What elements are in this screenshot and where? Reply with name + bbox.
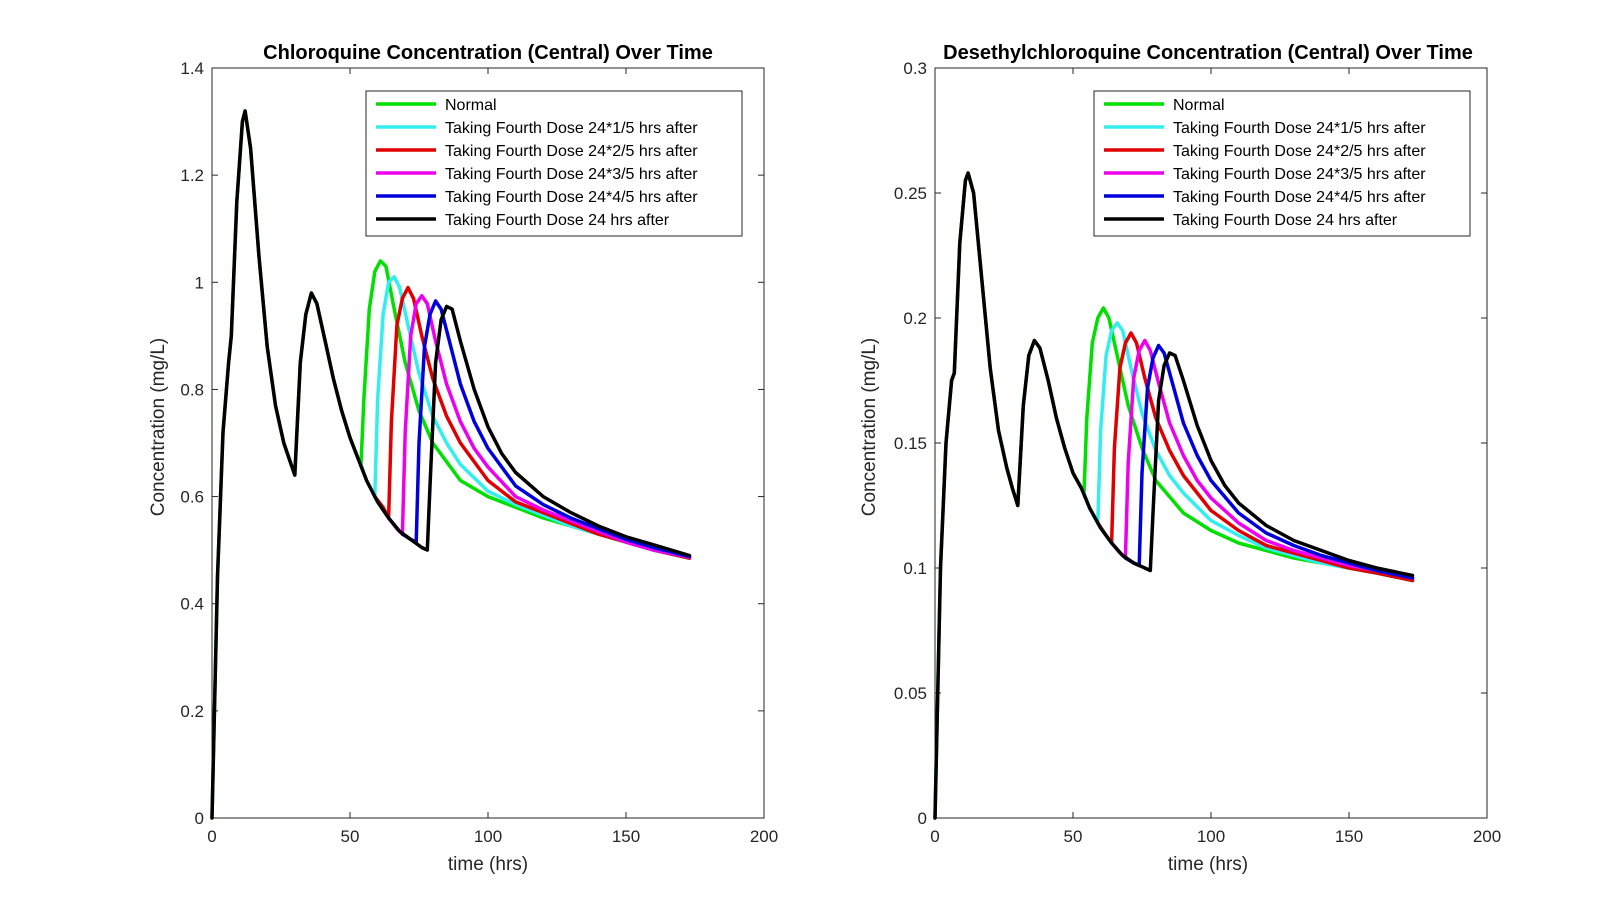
x-tick-label: 150 [1335, 827, 1363, 846]
series-line [1082, 321, 1415, 583]
y-tick-label: 1.2 [180, 166, 204, 185]
y-tick-label: 0.4 [180, 595, 204, 614]
y-tick-label: 0.15 [894, 434, 927, 453]
series-line [933, 171, 1415, 820]
y-axis-label: Concentration (mg/L) [148, 338, 169, 516]
y-tick-label: 0 [195, 809, 204, 828]
legend-entry: Taking Fourth Dose 24 hrs after [445, 212, 670, 229]
y-tick-label: 0.3 [903, 59, 927, 78]
legend-box [365, 90, 743, 237]
chart-title: Desethylchloroquine Concentration (Centr… [943, 42, 1473, 64]
x-tick-label: 100 [1197, 827, 1225, 846]
legend-entry: Taking Fourth Dose 24*3/5 hrs after [445, 166, 698, 183]
x-tick-label: 0 [207, 827, 216, 846]
legend-entry: Taking Fourth Dose 24*3/5 hrs after [1173, 166, 1426, 183]
series-line [359, 275, 692, 560]
x-axis-label: time (hrs) [448, 854, 528, 875]
series-line [400, 299, 692, 559]
series-line [1109, 338, 1415, 580]
legend: Normal Taking Fourth Dose 24*1/5 hrs afte… [1093, 90, 1471, 237]
y-tick-label: 0.2 [903, 309, 927, 328]
x-axis-label: time (hrs) [1168, 854, 1248, 875]
y-tick-label: 0 [918, 809, 927, 828]
series-line [1123, 343, 1415, 580]
series-line [1096, 331, 1415, 583]
series-line [210, 109, 692, 820]
x-tick-label: 100 [474, 827, 502, 846]
chart-right: Desethylchloroquine Concentration (Centr… [859, 42, 1501, 875]
series-line [933, 171, 1415, 820]
y-tick-label: 0.1 [903, 559, 927, 578]
x-tick-label: 50 [1064, 827, 1083, 846]
legend-entry: Taking Fourth Dose 24*2/5 hrs after [445, 143, 698, 160]
series-line [373, 285, 692, 560]
y-tick-label: 0.6 [180, 488, 204, 507]
y-tick-label: 1 [195, 273, 204, 292]
x-tick-label: 50 [341, 827, 360, 846]
y-axis-label: Concentration (mg/L) [859, 338, 880, 516]
y-tick-label: 0.8 [180, 380, 204, 399]
legend-entry: Taking Fourth Dose 24*4/5 hrs after [445, 189, 698, 206]
x-tick-label: 0 [930, 827, 939, 846]
legend-box [1093, 90, 1471, 237]
y-tick-label: 0.2 [180, 702, 204, 721]
chart-left: Chloroquine Concentration (Central) Over… [148, 42, 778, 875]
x-tick-label: 200 [1473, 827, 1501, 846]
series-line [386, 293, 692, 559]
chart-title: Chloroquine Concentration (Central) Over… [263, 42, 713, 64]
legend-entry: Normal [445, 97, 497, 114]
x-tick-label: 150 [612, 827, 640, 846]
legend: Normal Taking Fourth Dose 24*1/5 hrs afte… [365, 90, 743, 237]
y-tick-label: 0.05 [894, 684, 927, 703]
legend-entry: Taking Fourth Dose 24*1/5 hrs after [1173, 120, 1426, 137]
legend-entry: Taking Fourth Dose 24*1/5 hrs after [445, 120, 698, 137]
y-tick-label: 1.4 [180, 59, 204, 78]
y-tick-label: 0.25 [894, 184, 927, 203]
legend-entry: Taking Fourth Dose 24*4/5 hrs after [1173, 189, 1426, 206]
legend-entry: Taking Fourth Dose 24*2/5 hrs after [1173, 143, 1426, 160]
legend-entry: Normal [1173, 97, 1225, 114]
x-tick-label: 200 [750, 827, 778, 846]
legend-entry: Taking Fourth Dose 24 hrs after [1173, 212, 1398, 229]
